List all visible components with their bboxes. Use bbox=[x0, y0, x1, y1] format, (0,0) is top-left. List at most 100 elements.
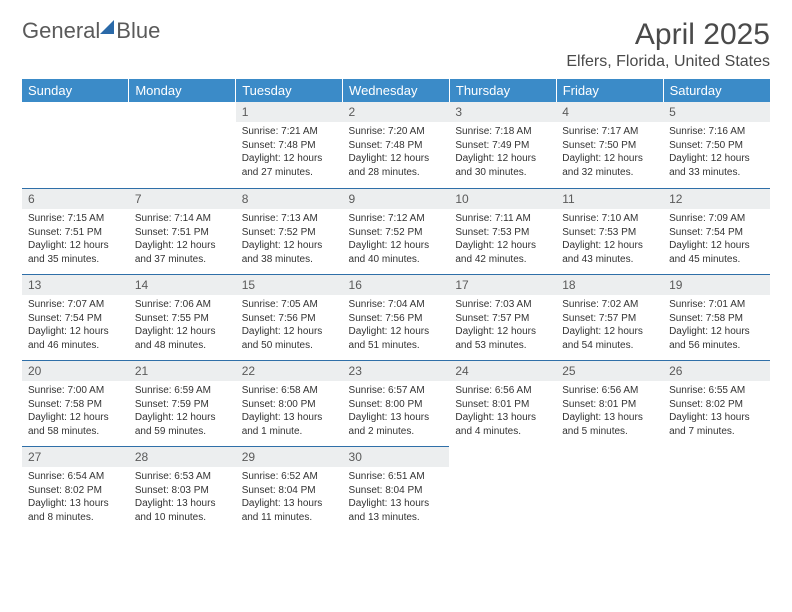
sunrise-line: Sunrise: 7:09 AM bbox=[669, 212, 764, 226]
daylight-line: Daylight: 13 hours and 2 minutes. bbox=[349, 411, 444, 438]
day-details: Sunrise: 7:07 AMSunset: 7:54 PMDaylight:… bbox=[22, 295, 129, 356]
calendar-cell: 21Sunrise: 6:59 AMSunset: 7:59 PMDayligh… bbox=[129, 360, 236, 446]
sunset-line: Sunset: 7:55 PM bbox=[135, 312, 230, 326]
day-number: 4 bbox=[556, 102, 663, 122]
day-details: Sunrise: 6:57 AMSunset: 8:00 PMDaylight:… bbox=[343, 381, 450, 442]
calendar-week-row: 27Sunrise: 6:54 AMSunset: 8:02 PMDayligh… bbox=[22, 446, 770, 532]
sunset-line: Sunset: 7:54 PM bbox=[28, 312, 123, 326]
sunset-line: Sunset: 7:58 PM bbox=[28, 398, 123, 412]
sunset-line: Sunset: 8:03 PM bbox=[135, 484, 230, 498]
sunset-line: Sunset: 7:50 PM bbox=[562, 139, 657, 153]
calendar-week-row: 20Sunrise: 7:00 AMSunset: 7:58 PMDayligh… bbox=[22, 360, 770, 446]
daylight-line: Daylight: 13 hours and 11 minutes. bbox=[242, 497, 337, 524]
daylight-line: Daylight: 12 hours and 54 minutes. bbox=[562, 325, 657, 352]
day-details: Sunrise: 7:00 AMSunset: 7:58 PMDaylight:… bbox=[22, 381, 129, 442]
day-number: 13 bbox=[22, 274, 129, 295]
brand-sail-icon bbox=[100, 20, 114, 34]
sunset-line: Sunset: 7:52 PM bbox=[349, 226, 444, 240]
calendar-cell: 29Sunrise: 6:52 AMSunset: 8:04 PMDayligh… bbox=[236, 446, 343, 532]
sunset-line: Sunset: 7:49 PM bbox=[455, 139, 550, 153]
day-number: 29 bbox=[236, 446, 343, 467]
day-number: 14 bbox=[129, 274, 236, 295]
sunset-line: Sunset: 7:53 PM bbox=[562, 226, 657, 240]
day-number: 16 bbox=[343, 274, 450, 295]
calendar-cell: 17Sunrise: 7:03 AMSunset: 7:57 PMDayligh… bbox=[449, 274, 556, 360]
sunset-line: Sunset: 8:02 PM bbox=[669, 398, 764, 412]
calendar-cell: 27Sunrise: 6:54 AMSunset: 8:02 PMDayligh… bbox=[22, 446, 129, 532]
day-number: 5 bbox=[663, 102, 770, 122]
weekday-header: Thursday bbox=[449, 79, 556, 102]
day-number: 19 bbox=[663, 274, 770, 295]
calendar-cell: 4Sunrise: 7:17 AMSunset: 7:50 PMDaylight… bbox=[556, 102, 663, 188]
day-number: 18 bbox=[556, 274, 663, 295]
daylight-line: Daylight: 13 hours and 7 minutes. bbox=[669, 411, 764, 438]
calendar-cell: 25Sunrise: 6:56 AMSunset: 8:01 PMDayligh… bbox=[556, 360, 663, 446]
daylight-line: Daylight: 12 hours and 56 minutes. bbox=[669, 325, 764, 352]
sunset-line: Sunset: 7:59 PM bbox=[135, 398, 230, 412]
daylight-line: Daylight: 12 hours and 46 minutes. bbox=[28, 325, 123, 352]
calendar-cell bbox=[129, 102, 236, 188]
daylight-line: Daylight: 12 hours and 59 minutes. bbox=[135, 411, 230, 438]
day-details: Sunrise: 7:20 AMSunset: 7:48 PMDaylight:… bbox=[343, 122, 450, 183]
daylight-line: Daylight: 12 hours and 37 minutes. bbox=[135, 239, 230, 266]
daylight-line: Daylight: 12 hours and 30 minutes. bbox=[455, 152, 550, 179]
sunset-line: Sunset: 8:04 PM bbox=[242, 484, 337, 498]
day-details: Sunrise: 6:54 AMSunset: 8:02 PMDaylight:… bbox=[22, 467, 129, 528]
day-details: Sunrise: 6:59 AMSunset: 7:59 PMDaylight:… bbox=[129, 381, 236, 442]
sunset-line: Sunset: 8:01 PM bbox=[455, 398, 550, 412]
sunrise-line: Sunrise: 7:16 AM bbox=[669, 125, 764, 139]
month-title: April 2025 bbox=[566, 18, 770, 51]
calendar-cell bbox=[663, 446, 770, 532]
day-number: 26 bbox=[663, 360, 770, 381]
calendar-week-row: 13Sunrise: 7:07 AMSunset: 7:54 PMDayligh… bbox=[22, 274, 770, 360]
calendar-cell: 3Sunrise: 7:18 AMSunset: 7:49 PMDaylight… bbox=[449, 102, 556, 188]
calendar-cell: 8Sunrise: 7:13 AMSunset: 7:52 PMDaylight… bbox=[236, 188, 343, 274]
title-block: April 2025 Elfers, Florida, United State… bbox=[566, 18, 770, 71]
daylight-line: Daylight: 12 hours and 53 minutes. bbox=[455, 325, 550, 352]
sunrise-line: Sunrise: 7:13 AM bbox=[242, 212, 337, 226]
weekday-header: Saturday bbox=[663, 79, 770, 102]
calendar-page: General Blue April 2025 Elfers, Florida,… bbox=[0, 0, 792, 612]
day-number: 11 bbox=[556, 188, 663, 209]
daylight-line: Daylight: 12 hours and 33 minutes. bbox=[669, 152, 764, 179]
day-details: Sunrise: 6:52 AMSunset: 8:04 PMDaylight:… bbox=[236, 467, 343, 528]
sunset-line: Sunset: 7:52 PM bbox=[242, 226, 337, 240]
sunrise-line: Sunrise: 7:21 AM bbox=[242, 125, 337, 139]
daylight-line: Daylight: 12 hours and 43 minutes. bbox=[562, 239, 657, 266]
calendar-cell: 6Sunrise: 7:15 AMSunset: 7:51 PMDaylight… bbox=[22, 188, 129, 274]
weekday-header-row: SundayMondayTuesdayWednesdayThursdayFrid… bbox=[22, 79, 770, 102]
sunrise-line: Sunrise: 6:54 AM bbox=[28, 470, 123, 484]
weekday-header: Tuesday bbox=[236, 79, 343, 102]
sunset-line: Sunset: 8:00 PM bbox=[349, 398, 444, 412]
calendar-cell: 1Sunrise: 7:21 AMSunset: 7:48 PMDaylight… bbox=[236, 102, 343, 188]
sunrise-line: Sunrise: 6:57 AM bbox=[349, 384, 444, 398]
day-number: 15 bbox=[236, 274, 343, 295]
daylight-line: Daylight: 12 hours and 32 minutes. bbox=[562, 152, 657, 179]
day-details: Sunrise: 7:05 AMSunset: 7:56 PMDaylight:… bbox=[236, 295, 343, 356]
sunrise-line: Sunrise: 6:58 AM bbox=[242, 384, 337, 398]
daylight-line: Daylight: 13 hours and 10 minutes. bbox=[135, 497, 230, 524]
sunset-line: Sunset: 7:48 PM bbox=[349, 139, 444, 153]
day-number: 24 bbox=[449, 360, 556, 381]
weekday-header: Sunday bbox=[22, 79, 129, 102]
day-number: 23 bbox=[343, 360, 450, 381]
calendar-cell: 30Sunrise: 6:51 AMSunset: 8:04 PMDayligh… bbox=[343, 446, 450, 532]
day-number: 21 bbox=[129, 360, 236, 381]
sunrise-line: Sunrise: 7:12 AM bbox=[349, 212, 444, 226]
calendar-cell: 2Sunrise: 7:20 AMSunset: 7:48 PMDaylight… bbox=[343, 102, 450, 188]
weekday-header: Friday bbox=[556, 79, 663, 102]
daylight-line: Daylight: 12 hours and 50 minutes. bbox=[242, 325, 337, 352]
sunset-line: Sunset: 7:57 PM bbox=[455, 312, 550, 326]
weekday-header: Wednesday bbox=[343, 79, 450, 102]
sunrise-line: Sunrise: 6:56 AM bbox=[455, 384, 550, 398]
calendar-cell: 22Sunrise: 6:58 AMSunset: 8:00 PMDayligh… bbox=[236, 360, 343, 446]
day-details: Sunrise: 6:58 AMSunset: 8:00 PMDaylight:… bbox=[236, 381, 343, 442]
daylight-line: Daylight: 12 hours and 28 minutes. bbox=[349, 152, 444, 179]
calendar-cell bbox=[22, 102, 129, 188]
calendar-cell bbox=[556, 446, 663, 532]
day-details: Sunrise: 7:15 AMSunset: 7:51 PMDaylight:… bbox=[22, 209, 129, 270]
daylight-line: Daylight: 12 hours and 45 minutes. bbox=[669, 239, 764, 266]
calendar-cell: 14Sunrise: 7:06 AMSunset: 7:55 PMDayligh… bbox=[129, 274, 236, 360]
day-number: 30 bbox=[343, 446, 450, 467]
sunrise-line: Sunrise: 7:14 AM bbox=[135, 212, 230, 226]
